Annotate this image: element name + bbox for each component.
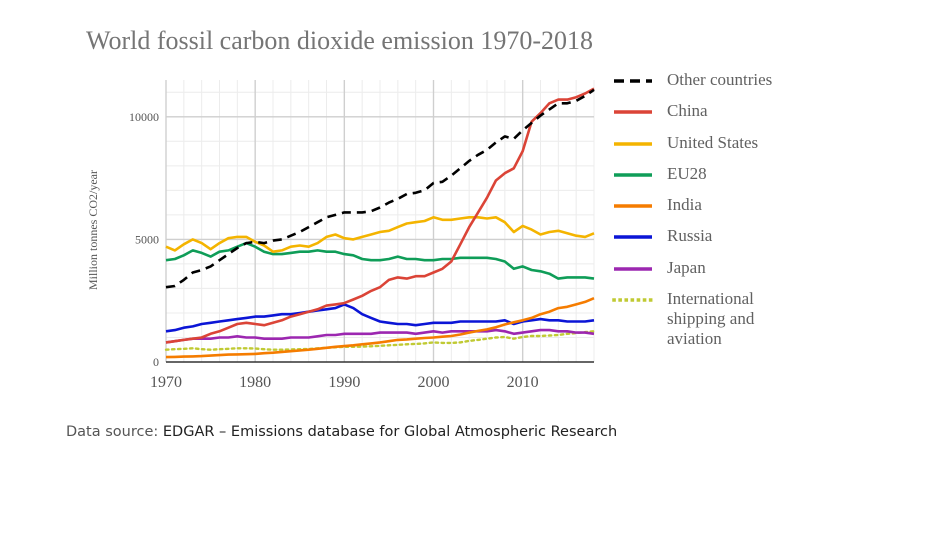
chart-title: World fossil carbon dioxide emission 197… bbox=[86, 26, 594, 55]
x-tick-label: 1980 bbox=[239, 374, 271, 391]
legend-swatch bbox=[612, 164, 654, 184]
data-source-text: EDGAR – Emissions database for Global At… bbox=[162, 424, 618, 440]
x-tick-label: 1990 bbox=[328, 374, 360, 391]
legend-label: International shipping and aviation bbox=[667, 289, 755, 349]
x-tick-label: 2000 bbox=[418, 374, 450, 391]
legend-label: EU28 bbox=[667, 163, 707, 183]
legend-label: Japan bbox=[667, 257, 706, 277]
legend: Other countries China United States EU28 Ind… bbox=[612, 70, 912, 348]
legend-item-other-countries[interactable]: Other countries bbox=[612, 70, 912, 101]
y-tick-label: 10000 bbox=[129, 110, 159, 124]
y-tick-label: 5000 bbox=[135, 232, 159, 246]
series-lines bbox=[164, 87, 596, 359]
legend-item-russia[interactable]: Russia bbox=[612, 226, 912, 257]
legend-swatch bbox=[612, 133, 654, 153]
legend-item-india[interactable]: India bbox=[612, 195, 912, 226]
series-line-other-countries bbox=[165, 88, 595, 289]
legend-label: China bbox=[667, 101, 708, 121]
legend-swatch bbox=[612, 258, 654, 278]
y-axis-label: Million tonnes CO2/year bbox=[86, 170, 100, 290]
legend-swatch bbox=[612, 226, 654, 246]
legend-label: United States bbox=[667, 132, 759, 152]
legend-label: Russia bbox=[667, 226, 713, 246]
legend-label: India bbox=[667, 195, 702, 215]
legend-item-japan[interactable]: Japan bbox=[612, 258, 912, 289]
legend-item-united-states[interactable]: United States bbox=[612, 133, 912, 164]
legend-label: Other countries bbox=[667, 70, 773, 89]
legend-item-eu28[interactable]: EU28 bbox=[612, 164, 912, 195]
series-line-international bbox=[164, 330, 596, 351]
series-line-india bbox=[165, 296, 595, 359]
axes: 0 5000 10000 1970 1980 1990 2000 2010 bbox=[129, 110, 594, 391]
legend-swatch bbox=[612, 101, 654, 121]
series-line-united-states bbox=[165, 216, 595, 253]
data-source-note: Data source: EDGAR – Emissions database … bbox=[66, 424, 617, 440]
legend-item-china[interactable]: China bbox=[612, 101, 912, 132]
legend-item-international[interactable]: International shipping and aviation bbox=[612, 289, 912, 348]
x-tick-label: 2010 bbox=[507, 374, 539, 391]
legend-swatch bbox=[612, 70, 654, 90]
y-tick-label: 0 bbox=[153, 355, 159, 369]
legend-swatch bbox=[612, 289, 654, 309]
data-source-prefix: Data source: bbox=[66, 424, 163, 440]
series-line-japan bbox=[165, 328, 595, 344]
series-line-china bbox=[165, 87, 595, 344]
grid-lines bbox=[165, 80, 595, 362]
legend-swatch bbox=[612, 195, 654, 215]
x-tick-label: 1970 bbox=[150, 374, 182, 391]
